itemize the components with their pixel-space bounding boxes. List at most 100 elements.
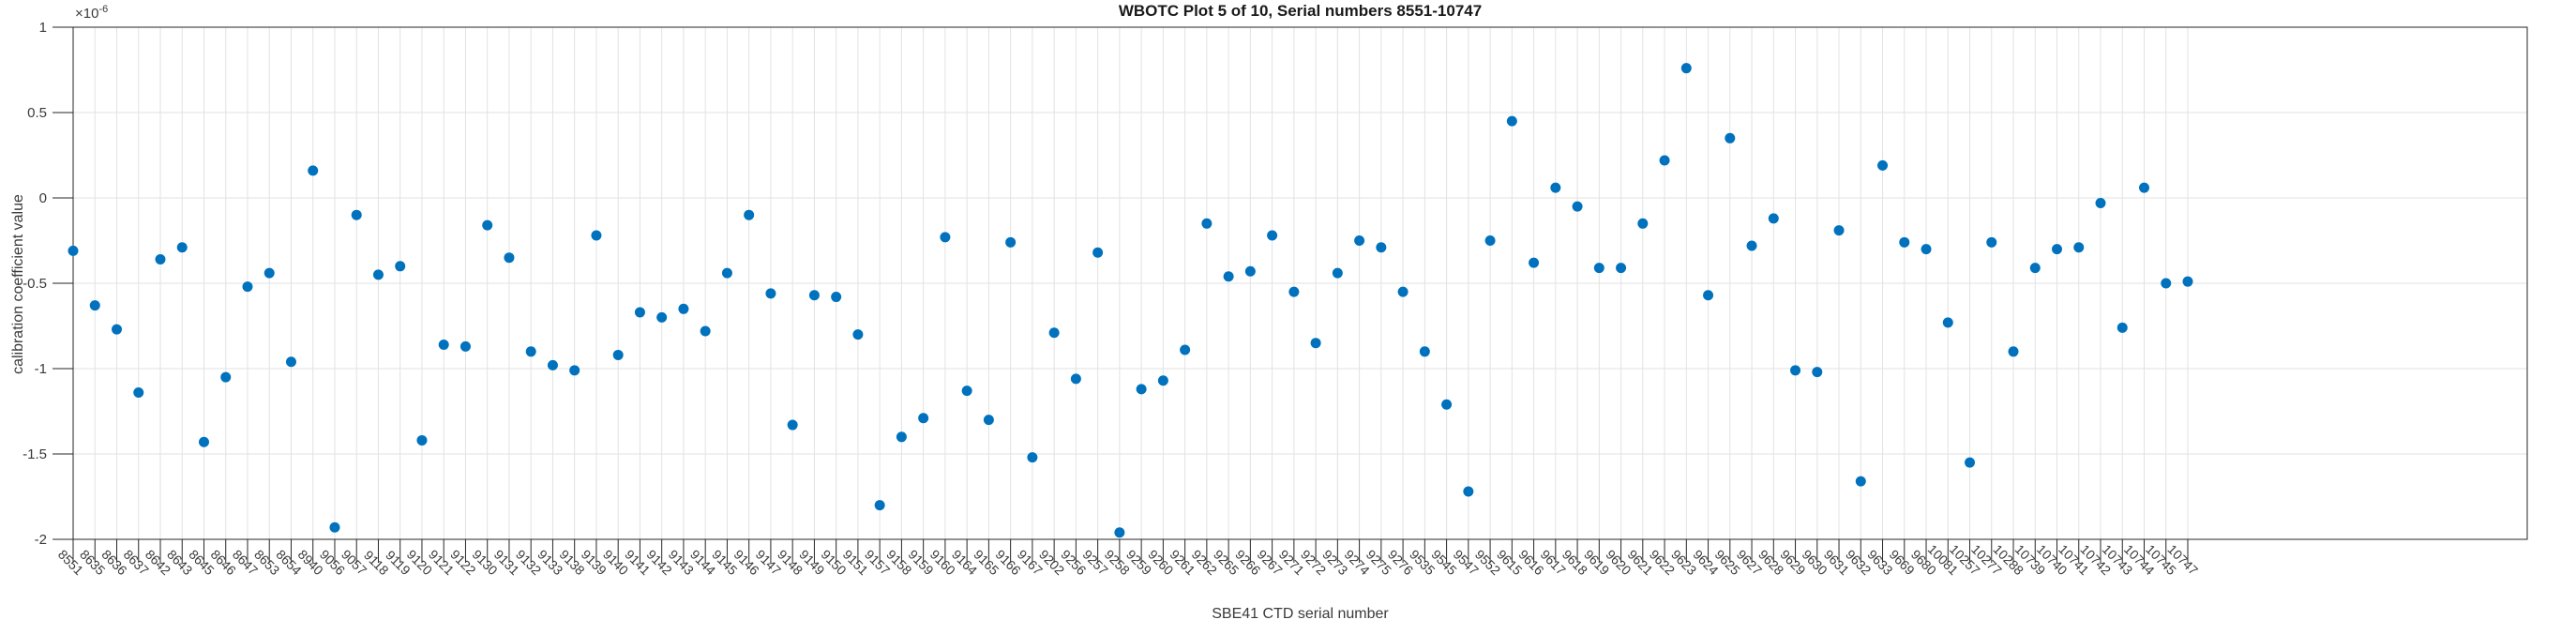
- y-axis-label: calibration coefficient value: [10, 194, 26, 374]
- data-point: [372, 269, 384, 280]
- data-point: [1354, 235, 1365, 246]
- data-point: [1703, 290, 1714, 301]
- y-exponent-base: ×10: [75, 6, 99, 22]
- data-point: [1877, 159, 1889, 171]
- data-point: [1680, 63, 1692, 74]
- data-point: [155, 254, 166, 265]
- data-point: [721, 267, 732, 279]
- data-point: [1746, 240, 1757, 251]
- data-point: [220, 371, 232, 383]
- data-point: [961, 386, 972, 397]
- data-point: [1659, 155, 1670, 166]
- data-point: [1397, 286, 1409, 297]
- y-axis-exponent: ×10-6: [75, 4, 108, 22]
- data-point: [2161, 278, 2172, 289]
- data-point: [831, 292, 842, 303]
- data-point: [504, 252, 515, 264]
- data-point: [1048, 327, 1060, 339]
- data-point: [285, 356, 296, 368]
- data-point: [264, 267, 275, 279]
- data-point: [2095, 197, 2106, 208]
- data-points: [68, 63, 2193, 538]
- data-point: [308, 165, 319, 176]
- data-point: [1244, 265, 1256, 277]
- data-point: [547, 359, 558, 370]
- data-point: [2139, 182, 2150, 193]
- data-point: [1092, 247, 1104, 258]
- data-point: [2008, 346, 2019, 357]
- data-point: [1070, 373, 1081, 385]
- data-point: [656, 311, 668, 323]
- data-point: [1201, 218, 1213, 229]
- data-point: [569, 365, 580, 376]
- data-point: [2052, 244, 2063, 255]
- data-point: [1180, 344, 1191, 355]
- y-exponent-power: -6: [98, 4, 109, 15]
- data-point: [351, 209, 362, 220]
- data-point: [459, 340, 471, 352]
- data-point: [1529, 257, 1540, 268]
- data-point: [1419, 346, 1430, 357]
- data-point: [438, 340, 449, 351]
- data-point: [1593, 263, 1604, 274]
- data-point: [2117, 322, 2128, 333]
- data-point: [1921, 244, 1932, 255]
- data-point: [874, 500, 885, 511]
- y-tick-label: -1: [35, 361, 47, 377]
- data-point: [1572, 201, 1583, 212]
- data-point: [1833, 225, 1845, 236]
- data-point: [1310, 338, 1321, 349]
- data-point: [1506, 115, 1517, 127]
- data-point: [634, 307, 645, 318]
- data-point: [1463, 486, 1474, 497]
- data-point: [395, 261, 406, 272]
- data-point: [787, 419, 798, 431]
- data-point: [2029, 263, 2041, 274]
- data-point: [612, 349, 624, 360]
- data-point: [1855, 476, 1866, 487]
- y-tick-label: -0.5: [23, 276, 47, 292]
- y-gridlines: [73, 112, 2527, 455]
- data-point: [896, 431, 907, 443]
- data-point: [983, 415, 994, 426]
- y-tick-label: 1: [39, 20, 47, 36]
- data-point: [1725, 132, 1736, 144]
- data-point: [1267, 230, 1278, 241]
- data-point: [2073, 242, 2085, 253]
- data-point: [329, 522, 340, 533]
- data-point: [1942, 317, 1953, 328]
- data-point: [1812, 367, 1823, 378]
- x-ticks: 8551863586368637864286438645864686478653…: [55, 539, 2201, 578]
- chart-title: WBOTC Plot 5 of 10, Serial numbers 8551-…: [1118, 2, 1483, 20]
- data-point: [1376, 242, 1387, 253]
- data-point: [1441, 399, 1453, 410]
- data-point: [808, 290, 820, 301]
- data-point: [1027, 452, 1038, 463]
- data-point: [242, 281, 253, 293]
- data-point: [482, 219, 493, 231]
- data-point: [416, 434, 428, 446]
- data-point: [1637, 218, 1649, 229]
- data-point: [1223, 271, 1234, 282]
- data-point: [591, 230, 602, 241]
- data-point: [111, 324, 122, 335]
- data-point: [1484, 235, 1496, 246]
- data-point: [700, 325, 711, 337]
- data-point: [68, 245, 79, 256]
- y-tick-label: 0.5: [27, 105, 47, 121]
- data-point: [1790, 365, 1801, 376]
- data-point: [89, 300, 100, 311]
- data-point: [176, 242, 188, 253]
- data-point: [1616, 263, 1627, 274]
- x-axis-label: SBE41 CTD serial number: [1212, 606, 1389, 622]
- data-point: [1114, 527, 1125, 538]
- y-tick-label: -2: [35, 532, 47, 548]
- data-point: [133, 386, 144, 398]
- data-point: [1986, 236, 1997, 248]
- data-point: [940, 232, 951, 243]
- data-point: [765, 288, 776, 299]
- data-point: [198, 436, 209, 447]
- y-ticks: 1 0.5 0 -0.5 -1 -1.5 -2: [23, 20, 73, 548]
